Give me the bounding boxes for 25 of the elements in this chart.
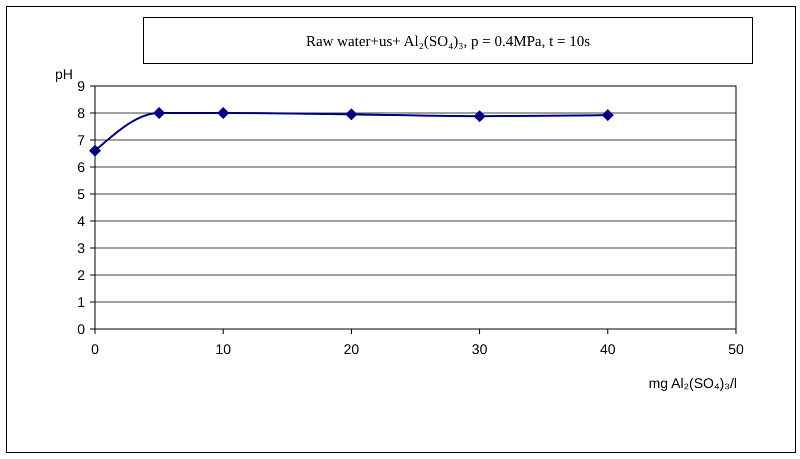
y-tick-label: 3 (77, 240, 86, 256)
point (474, 110, 486, 122)
y-tick-label: 8 (77, 105, 86, 121)
x-axis-title: mg Al₂(SO₄)₃/l (648, 375, 737, 391)
point (602, 109, 614, 122)
y-tick-label: 9 (77, 78, 86, 94)
point (153, 107, 166, 119)
point (345, 108, 358, 120)
y-tick-label: 2 (77, 267, 86, 283)
x-tick-label: 0 (91, 341, 100, 357)
chart-title: Raw water+us+ Al₂(SO₄)₃, p = 0.4MPa, t = 10s (306, 34, 590, 50)
y-axis-title: pH (55, 66, 73, 82)
x-tick-label: 20 (344, 341, 360, 357)
y-tick-label: 0 (77, 321, 86, 337)
point (217, 107, 230, 119)
point (89, 144, 101, 157)
x-tick-label: 40 (600, 341, 616, 357)
y-tick-label: 7 (77, 132, 86, 148)
y-tick-label: 4 (77, 213, 86, 229)
y-tick-label: 6 (77, 159, 86, 175)
y-tick-label: 1 (77, 294, 86, 310)
x-tick-label: 30 (472, 341, 488, 357)
y-tick-label: 5 (77, 186, 86, 202)
x-tick-label: 50 (728, 341, 744, 357)
x-tick-label: 10 (215, 341, 232, 357)
